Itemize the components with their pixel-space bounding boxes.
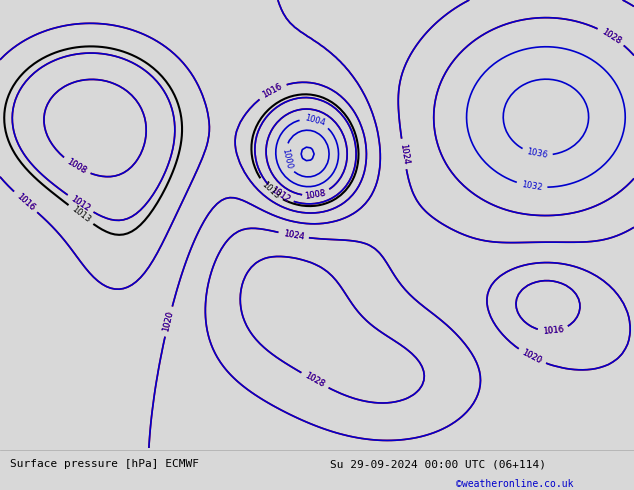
Text: 1028: 1028 bbox=[600, 27, 623, 46]
Text: 1013: 1013 bbox=[259, 180, 281, 201]
Text: 1028: 1028 bbox=[304, 371, 327, 390]
Text: 1012: 1012 bbox=[69, 194, 92, 213]
Text: 1008: 1008 bbox=[65, 157, 88, 176]
Text: Su 29-09-2024 00:00 UTC (06+114): Su 29-09-2024 00:00 UTC (06+114) bbox=[330, 459, 546, 469]
Text: 1020: 1020 bbox=[521, 348, 543, 366]
Text: Surface pressure [hPa] ECMWF: Surface pressure [hPa] ECMWF bbox=[10, 459, 198, 469]
Text: 1000: 1000 bbox=[280, 147, 293, 170]
Text: 1024: 1024 bbox=[283, 229, 305, 242]
Text: 1024: 1024 bbox=[398, 143, 410, 165]
Text: 1032: 1032 bbox=[521, 180, 543, 192]
Text: 1016: 1016 bbox=[261, 82, 284, 99]
Text: 1016: 1016 bbox=[542, 325, 564, 337]
Text: 1016: 1016 bbox=[15, 192, 36, 212]
Text: 1016: 1016 bbox=[15, 192, 36, 212]
Text: 1012: 1012 bbox=[269, 185, 291, 204]
Text: 1012: 1012 bbox=[269, 185, 291, 204]
Text: 1008: 1008 bbox=[65, 157, 88, 176]
Text: 1028: 1028 bbox=[304, 371, 327, 390]
Text: 1012: 1012 bbox=[69, 194, 92, 213]
Text: 1020: 1020 bbox=[162, 310, 176, 333]
Text: 1016: 1016 bbox=[261, 82, 284, 99]
Text: 1008: 1008 bbox=[304, 189, 326, 201]
Text: 1020: 1020 bbox=[162, 310, 176, 333]
Text: 1028: 1028 bbox=[600, 27, 623, 46]
Text: 1024: 1024 bbox=[398, 143, 410, 165]
Text: 1008: 1008 bbox=[304, 189, 326, 201]
Text: 1013: 1013 bbox=[70, 205, 92, 224]
Text: ©weatheronline.co.uk: ©weatheronline.co.uk bbox=[456, 479, 574, 489]
Text: 1036: 1036 bbox=[526, 147, 548, 160]
Text: 1020: 1020 bbox=[521, 348, 543, 366]
Text: 1016: 1016 bbox=[542, 325, 564, 337]
Text: 1004: 1004 bbox=[304, 113, 327, 127]
Text: 1024: 1024 bbox=[283, 229, 305, 242]
